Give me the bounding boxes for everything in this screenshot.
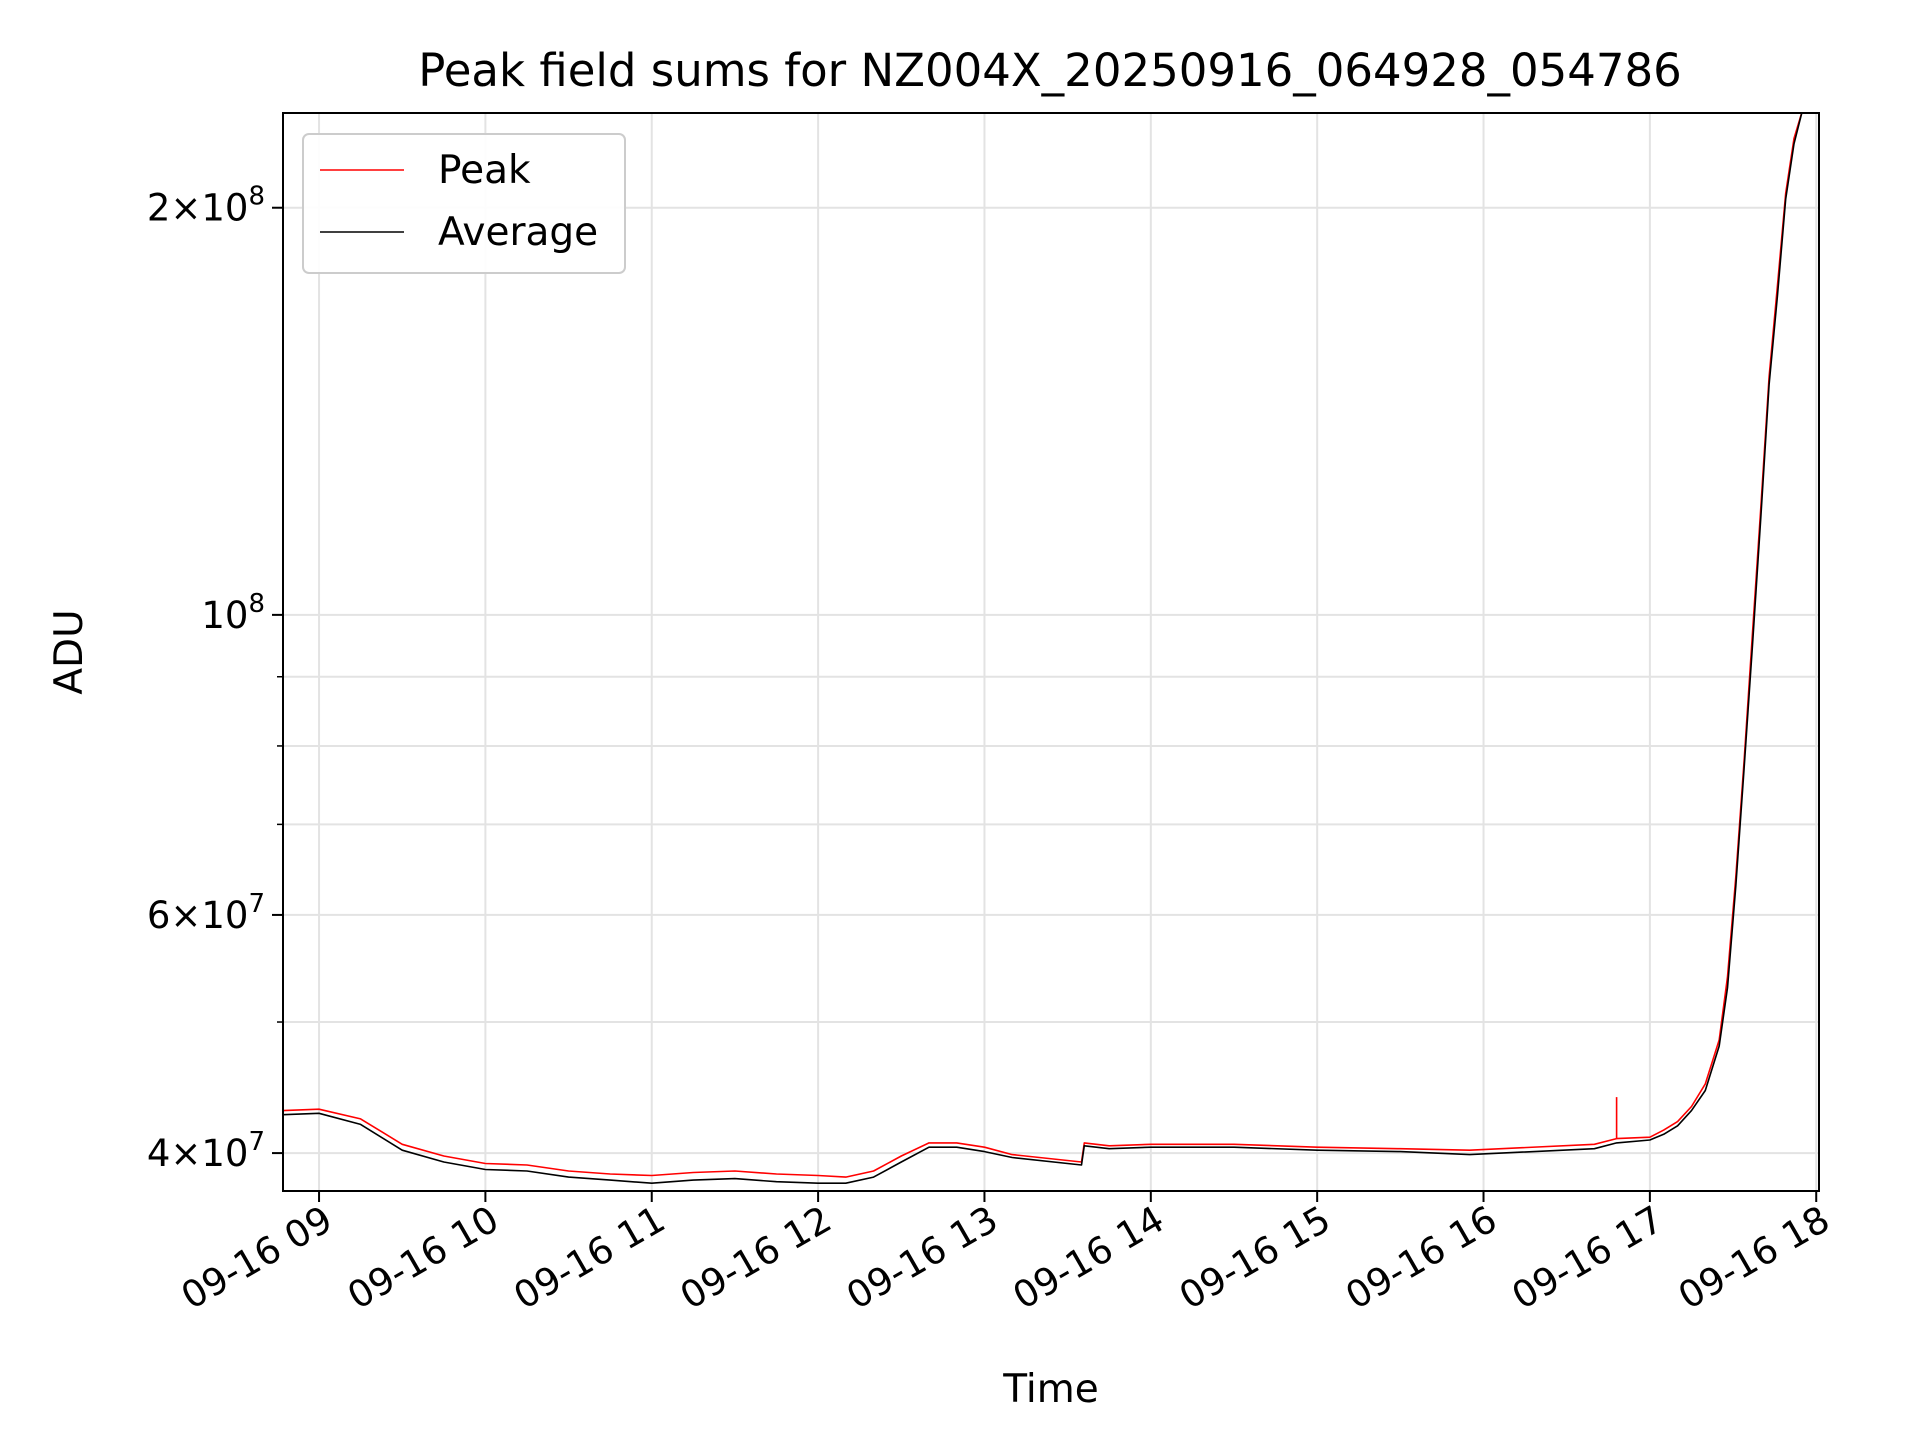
- y-tick-label: 6×107: [147, 889, 265, 937]
- legend: Peak Average: [302, 133, 626, 274]
- y-tick-label: 4×107: [147, 1127, 265, 1175]
- y-axis-label: ADU: [47, 609, 92, 694]
- gridlines: [283, 113, 1819, 1191]
- chart-title: Peak field sums for NZ004X_20250916_0649…: [418, 44, 1682, 97]
- legend-box: [302, 133, 626, 274]
- plot-frame: [282, 112, 1820, 1192]
- x-axis-label: Time: [1002, 1367, 1098, 1412]
- legend-label-average: Average: [438, 210, 598, 255]
- legend-label-peak: Peak: [438, 148, 531, 193]
- series-lines: [283, 113, 1803, 1184]
- y-tick-label: 2×108: [147, 182, 265, 230]
- series-average-line: [283, 113, 1803, 1184]
